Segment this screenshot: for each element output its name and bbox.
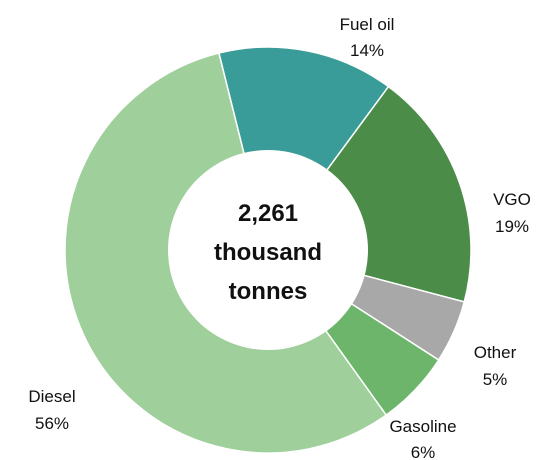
center-value: 2,261 <box>238 200 298 227</box>
label-fuel-oil-name: Fuel oil <box>340 15 395 34</box>
label-other-value: 5% <box>483 370 508 389</box>
label-diesel-name: Diesel <box>28 387 75 406</box>
center-unit-line1: thousand <box>214 239 322 266</box>
label-gasoline-value: 6% <box>411 443 436 460</box>
label-gasoline-name: Gasoline <box>389 417 456 436</box>
center-unit-line2: tonnes <box>229 278 308 305</box>
label-fuel-oil-value: 14% <box>350 41 384 60</box>
label-vgo-value: 19% <box>495 217 529 236</box>
label-diesel-value: 56% <box>35 414 69 433</box>
label-vgo-name: VGO <box>493 190 531 209</box>
label-other-name: Other <box>474 343 517 362</box>
donut-hole <box>168 150 368 350</box>
